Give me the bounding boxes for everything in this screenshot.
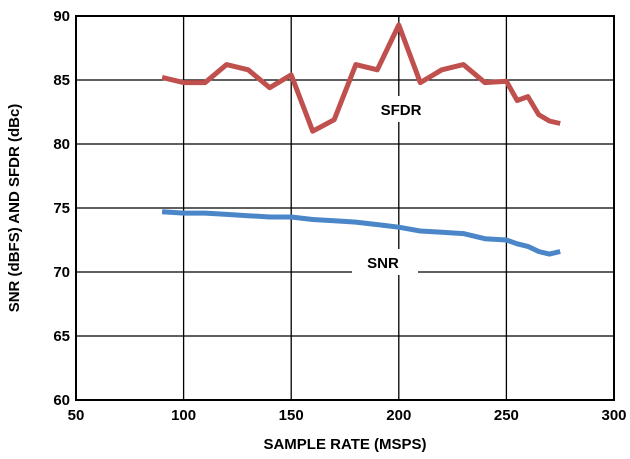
x-tick-label: 200 xyxy=(386,407,411,424)
sfdr-series-label: SFDR xyxy=(381,102,422,119)
series-labels: SFDR SNR xyxy=(352,96,436,275)
y-tick-label: 85 xyxy=(53,72,70,89)
y-tick-label: 75 xyxy=(53,200,70,217)
y-tick-label: 80 xyxy=(53,136,70,153)
snr-label-background xyxy=(352,249,418,275)
sfdr-label-background xyxy=(366,96,436,122)
y-tick-label: 90 xyxy=(53,8,70,25)
x-tick-label: 150 xyxy=(279,407,304,424)
tick-labels: 50 100 150 200 250 300 60 65 70 75 80 85 90 xyxy=(53,8,626,424)
x-tick-label: 100 xyxy=(171,407,196,424)
sfdr-series-line xyxy=(161,22,561,134)
plot-frame xyxy=(75,15,615,401)
x-axis-title: SAMPLE RATE (MSPS) xyxy=(263,436,426,453)
x-tick-label: 300 xyxy=(601,407,626,424)
y-tick-label: 65 xyxy=(53,328,70,345)
y-tick-label: 60 xyxy=(53,392,70,409)
series-lines xyxy=(161,22,561,257)
x-tick-label: 250 xyxy=(494,407,519,424)
y-tick-label: 70 xyxy=(53,264,70,281)
x-tick-label: 50 xyxy=(68,407,85,424)
snr-series-label: SNR xyxy=(367,255,399,272)
y-axis-title: SNR (dBFS) AND SFDR (dBc) xyxy=(6,104,23,313)
grid xyxy=(76,16,614,400)
snr-series-line xyxy=(161,209,561,257)
